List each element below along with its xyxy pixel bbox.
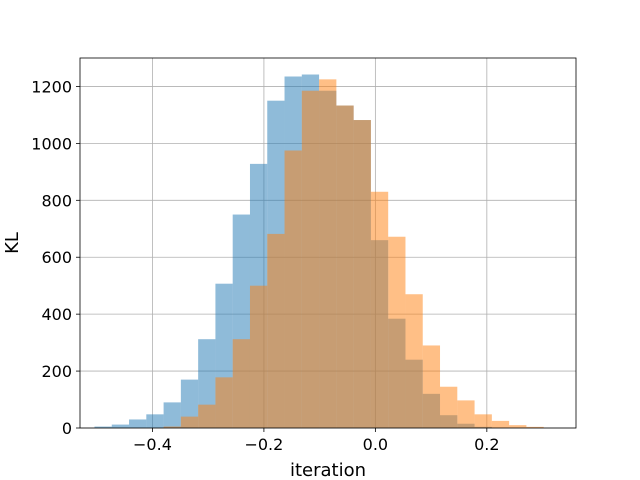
histogram-bar (198, 404, 216, 428)
series-1-bars (163, 79, 544, 429)
x-tick-label: 0.0 (363, 435, 388, 454)
y-tick-label: 1200 (31, 77, 72, 96)
histogram-bar (440, 386, 458, 428)
histogram-bar (526, 426, 544, 428)
histogram-bar (284, 150, 302, 428)
histogram-bar (146, 414, 164, 428)
y-tick-label: 0 (62, 419, 72, 438)
histogram-bar (405, 294, 423, 428)
histogram-bar (370, 191, 389, 428)
histogram-bar (215, 377, 233, 428)
histogram-bar (180, 416, 199, 428)
histogram-bar (232, 339, 250, 428)
histogram-bar (491, 420, 510, 428)
histogram-bars (94, 74, 544, 429)
x-tick-label: −0.4 (133, 435, 172, 454)
histogram-bar (129, 419, 147, 428)
histogram-bar (180, 379, 199, 428)
histogram-bar (249, 285, 268, 428)
axis-ticks: −0.4 −0.2 0.0 0.2 0 200 400 600 800 1000 1200 (31, 77, 499, 454)
histogram-bar (163, 426, 181, 428)
histogram-bar (457, 400, 475, 428)
histogram-bar (388, 236, 406, 428)
y-tick-label: 400 (41, 305, 72, 324)
histogram-bar (509, 425, 527, 428)
histogram-bar (474, 414, 492, 428)
y-tick-label: 200 (41, 362, 72, 381)
axes-frame (79, 57, 577, 429)
y-tick-label: 1000 (31, 134, 72, 153)
y-tick-label: 600 (41, 248, 72, 267)
histogram-bar (301, 90, 320, 428)
histogram-bar (336, 105, 354, 429)
y-tick-label: 800 (41, 191, 72, 210)
x-tick-label: −0.2 (244, 435, 283, 454)
x-tick-label: 0.2 (474, 435, 499, 454)
histogram-bar (267, 233, 285, 428)
histogram-bar (163, 402, 181, 428)
x-axis-label: iteration (290, 460, 366, 480)
histogram-bar (422, 345, 441, 428)
histogram-bar (111, 424, 130, 428)
histogram-bar (94, 426, 112, 428)
histogram-bar (353, 120, 371, 429)
y-axis-label: KL (2, 232, 23, 254)
histogram-bar (319, 79, 337, 428)
